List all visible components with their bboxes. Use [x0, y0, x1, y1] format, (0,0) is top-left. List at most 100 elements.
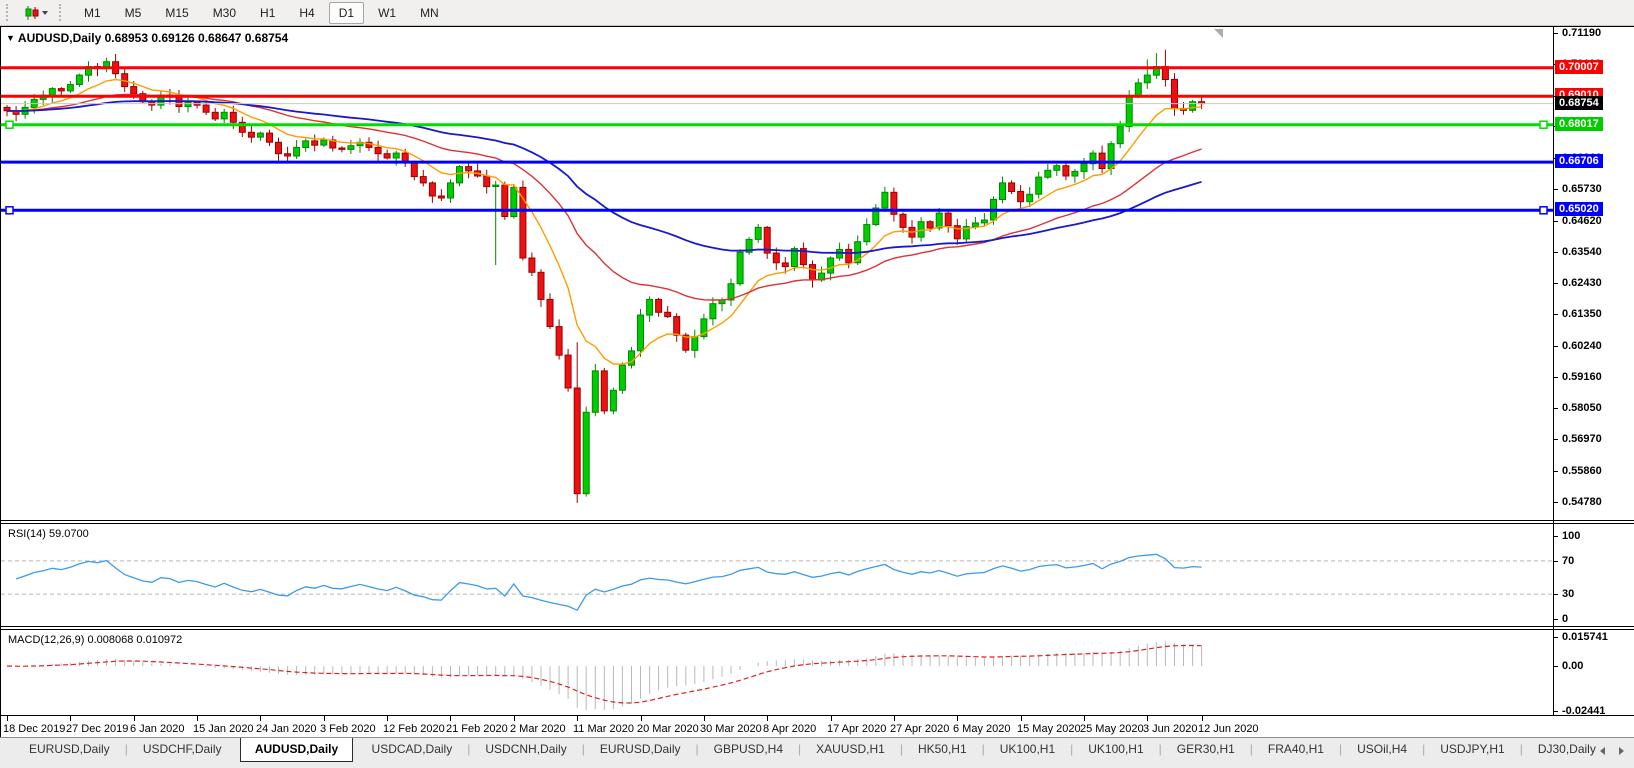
- price-tick-mark: [1554, 189, 1558, 190]
- price-tick-label: 0.71190: [1562, 27, 1602, 39]
- macd-tick-label: 0.015741: [1562, 631, 1608, 643]
- timeframe-buttons: M1 M5 M15 M30 H1 H4 D1 W1 MN: [72, 1, 451, 24]
- rsi-pane[interactable]: RSI(14) 59.0700: [1, 523, 1634, 627]
- macd-canvas[interactable]: [1, 630, 1553, 715]
- macd-pane[interactable]: MACD(12,26,9) 0.008068 0.010972: [1, 629, 1634, 716]
- chart-tab-audusd-daily[interactable]: AUDUSD,Daily: [239, 738, 354, 762]
- rsi-tick-mark: [1554, 536, 1558, 537]
- price-tick-mark: [1554, 502, 1558, 503]
- chart-tab-usoil-h4[interactable]: USOil,H4: [1357, 742, 1408, 756]
- timeframe-button-m15[interactable]: M15: [165, 5, 189, 20]
- date-tick-mark: [134, 716, 135, 721]
- chart-window: ▼ AUDUSD,Daily 0.68953 0.69126 0.68647 0.…: [0, 26, 1634, 737]
- price-tick-mark: [1554, 283, 1558, 284]
- chart-tab-ger30-h1[interactable]: GER30,H1: [1176, 742, 1235, 756]
- tab-separator: |: [1070, 742, 1074, 756]
- indicator-collapse-icon[interactable]: ▼: [6, 33, 15, 43]
- timeframe-button-m5[interactable]: M5: [124, 5, 142, 20]
- macd-tick-mark: [1554, 666, 1558, 667]
- date-tick-mark: [197, 716, 198, 721]
- tab-separator: |: [695, 742, 699, 756]
- rsi-tick-mark: [1554, 561, 1558, 562]
- chart-tab-usdchf-daily[interactable]: USDCHF,Daily: [142, 742, 222, 756]
- date-tick-mark: [704, 716, 705, 721]
- date-axis[interactable]: 18 Dec 2019 27 Dec 2019 6 Jan 2020 15 Jan 2…: [1, 716, 1553, 737]
- date-tick-mark: [324, 716, 325, 721]
- date-label: 6 May 2020: [953, 723, 1011, 735]
- date-tick-mark: [7, 716, 8, 721]
- autoscroll-marker-icon[interactable]: [1214, 29, 1223, 38]
- chart-tab-uk100-h1[interactable]: UK100,H1: [1088, 742, 1144, 756]
- date-label: 11 Mar 2020: [573, 723, 634, 735]
- chart-tab-usdcad-daily[interactable]: USDCAD,Daily: [371, 742, 453, 756]
- price-tick-label: 0.55860: [1562, 465, 1602, 477]
- toolbar-grip[interactable]: [6, 4, 13, 21]
- date-label: 24 Jan 2020: [256, 723, 317, 735]
- date-tick-mark: [450, 716, 451, 721]
- candlestick-chart-icon: [25, 5, 39, 20]
- rsi-tick-mark: [1554, 619, 1558, 620]
- price-level-badge: 0.68754: [1555, 96, 1603, 110]
- price-tick-label: 0.62430: [1562, 277, 1602, 289]
- timeframe-button-m30[interactable]: M30: [212, 5, 237, 20]
- date-label: 15 May 2020: [1017, 723, 1081, 735]
- chart-tab-hk50-h1[interactable]: HK50,H1: [917, 742, 967, 756]
- timeframe-button-h1[interactable]: H1: [260, 5, 276, 20]
- chart-tab-usdcnh-daily[interactable]: USDCNH,Daily: [485, 742, 567, 756]
- chart-tab-gbpusd-h4[interactable]: GBPUSD,H4: [713, 742, 783, 756]
- price-tick-label: 0.54780: [1562, 496, 1602, 508]
- macd-label: MACD(12,26,9) 0.008068 0.010972: [8, 634, 183, 646]
- timeframe-button-m1[interactable]: M1: [84, 5, 101, 20]
- rsi-label: RSI(14) 59.0700: [8, 528, 89, 540]
- price-tick-label: 0.59160: [1562, 371, 1602, 383]
- chart-title: ▼ AUDUSD,Daily 0.68953 0.69126 0.68647 0.…: [6, 31, 288, 45]
- chart-tab-fra40-h1[interactable]: FRA40,H1: [1267, 742, 1324, 756]
- date-label: 8 Apr 2020: [763, 723, 817, 735]
- toolbar-grip[interactable]: [59, 4, 66, 21]
- price-tick-mark: [1554, 346, 1558, 347]
- timeframe-button-w1[interactable]: W1: [378, 5, 397, 20]
- timeframe-button-h4[interactable]: H4: [299, 5, 315, 20]
- date-tick-mark: [1147, 716, 1148, 721]
- date-label: 27 Apr 2020: [890, 723, 950, 735]
- chart-tab-usdjpy-h1[interactable]: USDJPY,H1: [1440, 742, 1505, 756]
- chart-tab-xauusd-h1[interactable]: XAUUSD,H1: [816, 742, 885, 756]
- chart-tab-eurusd-daily[interactable]: EURUSD,Daily: [599, 742, 681, 756]
- tab-separator: |: [1422, 742, 1426, 756]
- chart-tab-dj30-daily[interactable]: DJ30,Daily: [1537, 742, 1596, 756]
- price-tick-mark: [1554, 314, 1558, 315]
- price-tick-mark: [1554, 408, 1558, 409]
- date-tick-mark: [387, 716, 388, 721]
- tab-scroll-left-icon[interactable]: [1600, 747, 1605, 755]
- tab-scroll-right-icon[interactable]: [1619, 747, 1624, 755]
- price-tick-mark: [1554, 439, 1558, 440]
- price-tick-mark: [1554, 252, 1558, 253]
- chart-tab-eurusd-daily[interactable]: EURUSD,Daily: [29, 742, 110, 756]
- timeframe-button-d1[interactable]: D1: [328, 1, 365, 24]
- chart-ohlc-values: 0.68953 0.69126 0.68647 0.68754: [104, 31, 289, 45]
- timeframe-toolbar: M1 M5 M15 M30 H1 H4 D1 W1 MN: [0, 0, 1634, 26]
- rsi-canvas[interactable]: [1, 524, 1553, 626]
- price-tick-label: 0.58050: [1562, 402, 1602, 414]
- chart-symbol-label: AUDUSD,Daily: [17, 31, 102, 45]
- price-tick-label: 0.56970: [1562, 433, 1602, 445]
- chart-tab-uk100-h1[interactable]: UK100,H1: [999, 742, 1056, 756]
- price-tick-label: 0.64620: [1562, 215, 1602, 227]
- date-label: 2 Mar 2020: [510, 723, 566, 735]
- tab-separator: |: [1249, 742, 1253, 756]
- timeframe-button-mn[interactable]: MN: [420, 5, 439, 20]
- main-chart-canvas[interactable]: [1, 27, 1553, 520]
- price-pane[interactable]: ▼ AUDUSD,Daily 0.68953 0.69126 0.68647 0.…: [1, 26, 1634, 521]
- date-tick-mark: [831, 716, 832, 721]
- macd-tick-mark: [1554, 637, 1558, 638]
- macd-tick-label: -0.02441: [1562, 705, 1606, 717]
- price-axis[interactable]: 0.711900.701100.690000.679200.668100.657…: [1553, 26, 1634, 737]
- chevron-down-icon: [42, 10, 48, 15]
- date-label: 12 Feb 2020: [383, 723, 445, 735]
- tab-separator: |: [798, 742, 802, 756]
- date-label: 17 Apr 2020: [827, 723, 887, 735]
- price-tick-label: 0.61350: [1562, 308, 1602, 320]
- date-tick-mark: [1084, 716, 1085, 721]
- chart-style-button[interactable]: [19, 3, 53, 23]
